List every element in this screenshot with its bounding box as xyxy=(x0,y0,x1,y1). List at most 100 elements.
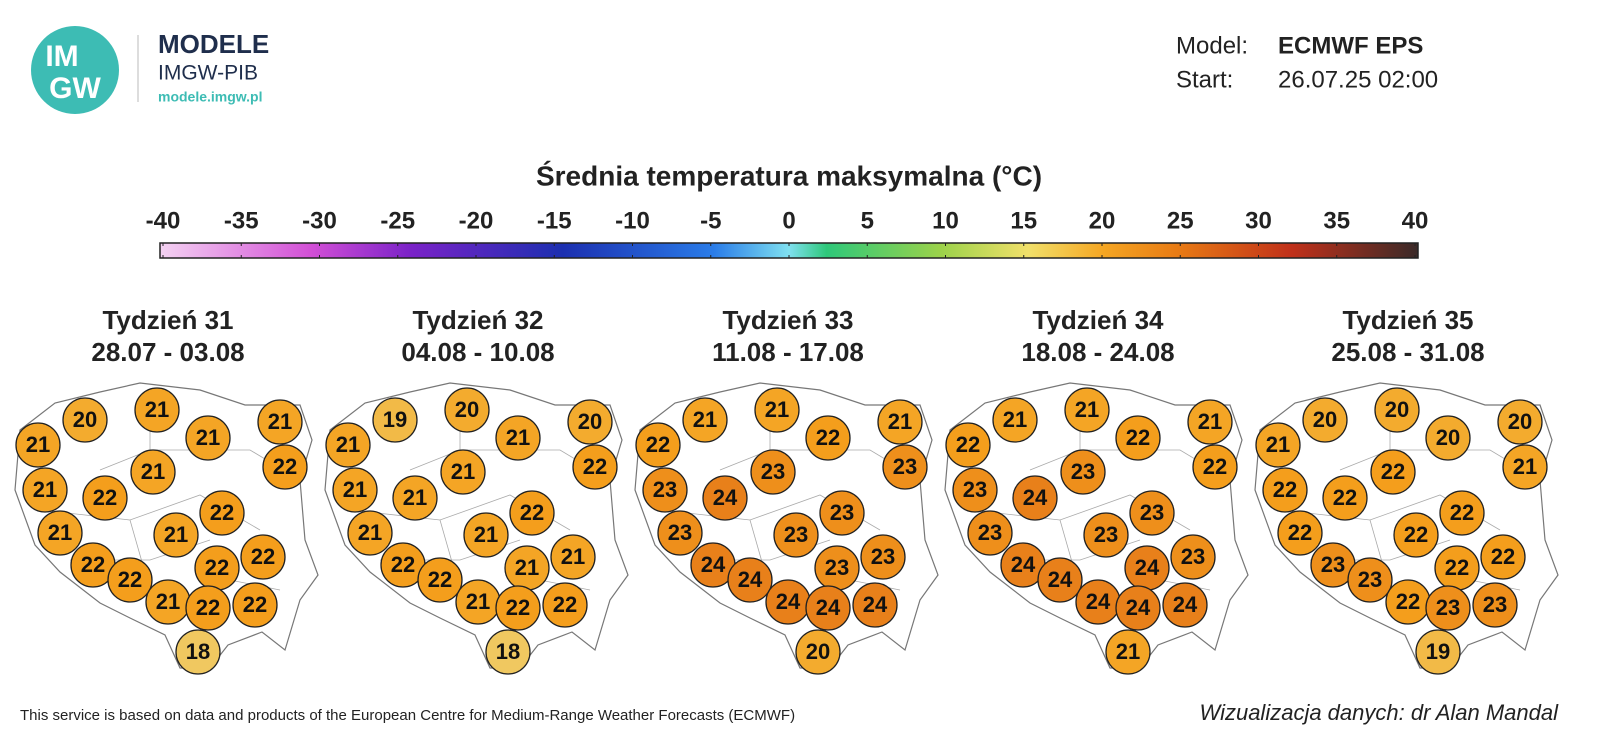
station-value: 23 xyxy=(1140,500,1164,525)
station-value: 22 xyxy=(1288,520,1312,545)
station-value: 23 xyxy=(1094,522,1118,547)
colorbar-tick-label: 10 xyxy=(932,207,959,234)
station-value: 22 xyxy=(391,552,415,577)
station-value: 23 xyxy=(1181,544,1205,569)
station-marker xyxy=(1060,449,1106,495)
station-marker xyxy=(572,444,618,490)
station-value: 21 xyxy=(466,589,490,614)
station-value: 21 xyxy=(1075,397,1099,422)
station-marker xyxy=(134,387,180,433)
station-marker xyxy=(727,557,773,603)
station-marker xyxy=(754,387,800,433)
station-value: 21 xyxy=(506,425,530,450)
station-value: 24 xyxy=(713,485,738,510)
station-marker xyxy=(509,490,555,536)
footer-source: This service is based on data and produc… xyxy=(20,707,795,724)
brand-url[interactable]: modele.imgw.pl xyxy=(158,89,263,105)
station-value: 22 xyxy=(956,432,980,457)
station-marker xyxy=(199,490,245,536)
station-value: 22 xyxy=(1333,485,1357,510)
station-value: 21 xyxy=(451,459,475,484)
station-value: 22 xyxy=(1491,544,1515,569)
station-marker xyxy=(1083,512,1129,558)
colorbar-tick-label: 0 xyxy=(782,207,795,234)
station-marker xyxy=(1012,475,1058,521)
station-value: 23 xyxy=(871,544,895,569)
station-value: 21 xyxy=(765,397,789,422)
station-marker xyxy=(257,399,303,445)
station-marker xyxy=(567,399,613,445)
station-value: 18 xyxy=(496,639,520,664)
station-marker xyxy=(1425,415,1471,461)
station-marker xyxy=(657,510,703,556)
logo: IM GW MODELE IMGW-PIB modele.imgw.pl xyxy=(31,26,269,114)
station-value: 22 xyxy=(1381,459,1405,484)
station-marker xyxy=(805,415,851,461)
station-value: 21 xyxy=(693,407,717,432)
week-title: Tydzień 35 xyxy=(1342,305,1473,335)
model: ECMWF EPS xyxy=(1278,32,1423,59)
station-value: 24 xyxy=(701,552,726,577)
station-value: 23 xyxy=(1436,595,1460,620)
colorbar-tick-label: 40 xyxy=(1402,207,1429,234)
station-marker xyxy=(372,397,418,443)
station-marker xyxy=(1192,444,1238,490)
station-marker xyxy=(240,534,286,580)
station-value: 19 xyxy=(1426,639,1450,664)
station-marker xyxy=(347,510,393,556)
station-value: 21 xyxy=(358,520,382,545)
station-value: 22 xyxy=(1450,500,1474,525)
colorbar-tick-label: -25 xyxy=(380,207,415,234)
station-value: 22 xyxy=(1396,589,1420,614)
station-value: 21 xyxy=(164,522,188,547)
start: 26.07.25 02:00 xyxy=(1278,66,1438,93)
station-value: 23 xyxy=(825,555,849,580)
station-marker xyxy=(22,467,68,513)
station-marker xyxy=(130,449,176,495)
station-marker xyxy=(702,475,748,521)
station-value: 22 xyxy=(196,595,220,620)
station-marker xyxy=(107,557,153,603)
station-marker xyxy=(495,585,541,631)
station-value: 22 xyxy=(1273,477,1297,502)
station-value: 21 xyxy=(1003,407,1027,432)
brand: MODELE xyxy=(158,29,269,59)
station-value: 22 xyxy=(816,425,840,450)
start-label: Start: xyxy=(1176,66,1233,93)
station-value: 24 xyxy=(863,592,888,617)
station-marker xyxy=(262,444,308,490)
station-marker xyxy=(1170,534,1216,580)
station-marker xyxy=(62,397,108,443)
station-marker xyxy=(642,467,688,513)
station-value: 19 xyxy=(383,407,407,432)
colorbar-tick-label: 30 xyxy=(1245,207,1272,234)
station-marker xyxy=(463,512,509,558)
station-value: 20 xyxy=(806,639,830,664)
colorbar-tick-label: -15 xyxy=(537,207,572,234)
station-marker xyxy=(325,422,371,468)
week-dates: 18.08 - 24.08 xyxy=(1021,337,1174,367)
station-value: 22 xyxy=(118,567,142,592)
station-value: 23 xyxy=(761,459,785,484)
station-marker xyxy=(1037,557,1083,603)
station-marker xyxy=(1187,399,1233,445)
station-value: 21 xyxy=(48,520,72,545)
week-title: Tydzień 34 xyxy=(1032,305,1164,335)
colorbar-tick-label: -5 xyxy=(700,207,721,234)
station-value: 24 xyxy=(1173,592,1198,617)
station-marker xyxy=(1497,399,1543,445)
station-marker xyxy=(37,510,83,556)
station-value: 21 xyxy=(474,522,498,547)
station-value: 23 xyxy=(1358,567,1382,592)
station-value: 22 xyxy=(646,432,670,457)
station-value: 22 xyxy=(553,592,577,617)
station-value: 24 xyxy=(1011,552,1036,577)
station-value: 22 xyxy=(273,454,297,479)
station-marker xyxy=(795,629,841,675)
station-marker xyxy=(1480,534,1526,580)
station-value: 24 xyxy=(738,567,763,592)
logo-circle xyxy=(31,26,119,114)
station-value: 21 xyxy=(156,589,180,614)
station-marker xyxy=(1347,557,1393,603)
